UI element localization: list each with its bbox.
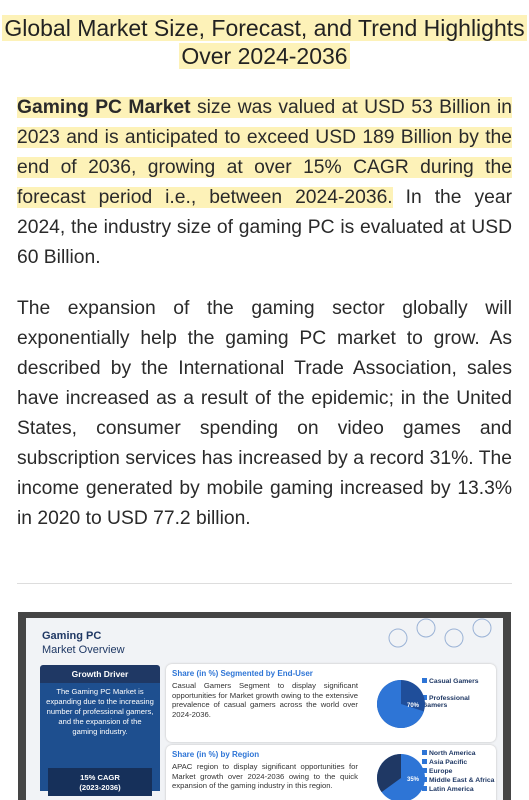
legend-item: North America: [422, 750, 476, 757]
legend-item: Asia Pacific: [422, 759, 467, 766]
infographic-panel: Gaming PC Market Overview Growth Driver …: [26, 618, 503, 800]
pie-label: 35%: [407, 777, 420, 783]
subheading: Market Overview: [42, 644, 125, 656]
pie-slice: [377, 680, 424, 728]
text: In the year 2024, the industry size of g…: [17, 187, 512, 268]
legend-item: Professional Gamers: [422, 695, 482, 709]
divider: [17, 583, 512, 584]
legend-item: Latin America: [422, 786, 474, 793]
infographic: Gaming PC Market Overview Growth Driver …: [18, 612, 511, 800]
legend-item: Europe: [422, 768, 452, 775]
card-title: Share (in %) Segmented by End-User: [172, 669, 313, 678]
cagr: 15% CAGR: [80, 773, 120, 782]
region-card: Share (in %) by Region APAC region to di…: [166, 745, 496, 800]
decor-icons: [388, 618, 492, 648]
card-text: APAC region to display significant oppor…: [172, 762, 358, 790]
heading: Gaming PC: [42, 630, 102, 642]
end-user-card: Share (in %) Segmented by End-User Casua…: [166, 664, 496, 742]
cagr-box: 15% CAGR (2023-2036): [48, 768, 152, 796]
legend-item: Casual Gamers: [422, 678, 479, 685]
card-title: Share (in %) by Region: [172, 750, 260, 759]
card-text: Casual Gamers Segment to display signifi…: [172, 681, 358, 719]
pie-layer: 70% 35%: [377, 618, 492, 800]
pie-slice: [377, 754, 401, 793]
highlight-text: size was valued at USD 53 Billion in 202…: [17, 97, 512, 208]
title: Global Market Size, Forecast, and Trend …: [0, 14, 529, 70]
growth-driver-title: Growth Driver: [40, 665, 160, 683]
pie-label: 70%: [407, 703, 420, 709]
title-text: Global Market Size, Forecast, and Trend …: [2, 15, 527, 69]
paragraph: The expansion of the gaming sector globa…: [17, 294, 512, 534]
paragraph: Gaming PC Market size was valued at USD …: [17, 93, 512, 273]
legend-item: Middle East & Africa: [422, 777, 494, 784]
text: The expansion of the gaming sector globa…: [17, 298, 512, 529]
bold-text: Gaming PC Market: [17, 97, 191, 118]
cagr-period: (2023-2036): [79, 783, 121, 792]
